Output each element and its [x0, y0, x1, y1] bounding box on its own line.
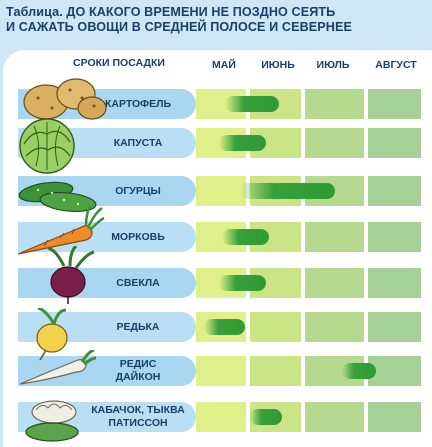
row-band: [18, 356, 196, 386]
row-label-line: КАБАЧОК, ТЫКВА: [91, 404, 185, 416]
month-cell: [196, 176, 246, 206]
carrot-icon: [17, 205, 105, 255]
row-header: СРОКИ ПОСАДКИ: [73, 57, 165, 69]
planting-period-bar: [341, 363, 377, 379]
month-cell: [250, 356, 301, 386]
daikon-icon: [19, 350, 96, 385]
row-label-line: ПАТИССОН: [108, 417, 168, 429]
row-label-line: РЕДЬКА: [116, 320, 160, 333]
month-cell: [305, 402, 364, 432]
title-line-2: И САЖАТЬ ОВОЩИ В СРЕДНЕЙ ПОЛОСЕ И СЕВЕРН…: [6, 20, 352, 34]
month-cell: [196, 402, 246, 432]
month-cell: [250, 312, 301, 342]
row-label-line: РЕДИС: [119, 358, 157, 370]
planting-period-bar: [203, 319, 246, 335]
row-label-line: ОГУРЦЫ: [115, 184, 161, 197]
row-label-line: КАРТОФЕЛЬ: [104, 97, 172, 110]
row-label: ОГУРЦЫ: [80, 185, 196, 198]
row-label: СВЕКЛА: [80, 277, 196, 290]
month-cell: [368, 222, 421, 252]
row-label: РЕДИС ДАЙКОН: [80, 358, 196, 384]
month-header-june: ИЮНЬ: [261, 59, 295, 71]
month-cell: [305, 312, 364, 342]
planting-period-bar: [250, 409, 282, 425]
planting-period-bar: [240, 183, 336, 199]
month-cell: [368, 268, 421, 298]
radish-icon: [36, 308, 68, 360]
month-cell: [368, 176, 421, 206]
month-cell: [368, 312, 421, 342]
month-cell: [196, 356, 246, 386]
row-label: МОРКОВЬ: [80, 231, 196, 244]
month-cell: [305, 222, 364, 252]
row-label-line: МОРКОВЬ: [111, 230, 165, 243]
squash-icon: [25, 400, 79, 442]
potato-icon: [23, 78, 107, 120]
row-label: КАБАЧОК, ТЫКВА ПАТИССОН: [80, 404, 196, 430]
month-header-july: ИЮЛЬ: [316, 59, 350, 71]
chart-title: Таблица. ДО КАКОГО ВРЕМЕНИ НЕ ПОЗДНО СЕЯ…: [6, 5, 430, 35]
planting-period-bar: [222, 229, 269, 245]
title-line-1: Таблица. ДО КАКОГО ВРЕМЕНИ НЕ ПОЗДНО СЕЯ…: [6, 5, 336, 19]
row-label: КАРТОФЕЛЬ: [80, 98, 196, 111]
month-cell: [368, 402, 421, 432]
planting-period-bar: [219, 135, 266, 151]
cabbage-icon: [19, 118, 75, 174]
row-label: КАПУСТА: [80, 137, 196, 150]
row-band: [18, 268, 196, 298]
month-cell: [368, 89, 421, 119]
beet-icon: [47, 246, 95, 304]
month-cell: [305, 268, 364, 298]
month-cell: [305, 89, 364, 119]
row-label-line: СВЕКЛА: [116, 276, 160, 289]
month-cell: [368, 128, 421, 158]
row-label-line: ДАЙКОН: [115, 371, 161, 383]
month-header-may: МАЙ: [212, 59, 236, 71]
month-cell: [305, 128, 364, 158]
month-cell: [368, 356, 421, 386]
cucumber-icon: [18, 181, 97, 213]
row-label: РЕДЬКА: [80, 321, 196, 334]
month-header-august: АВГУСТ: [375, 59, 417, 71]
planting-period-bar: [224, 96, 280, 112]
planting-period-bar: [219, 275, 266, 291]
row-label-line: КАПУСТА: [113, 136, 163, 149]
